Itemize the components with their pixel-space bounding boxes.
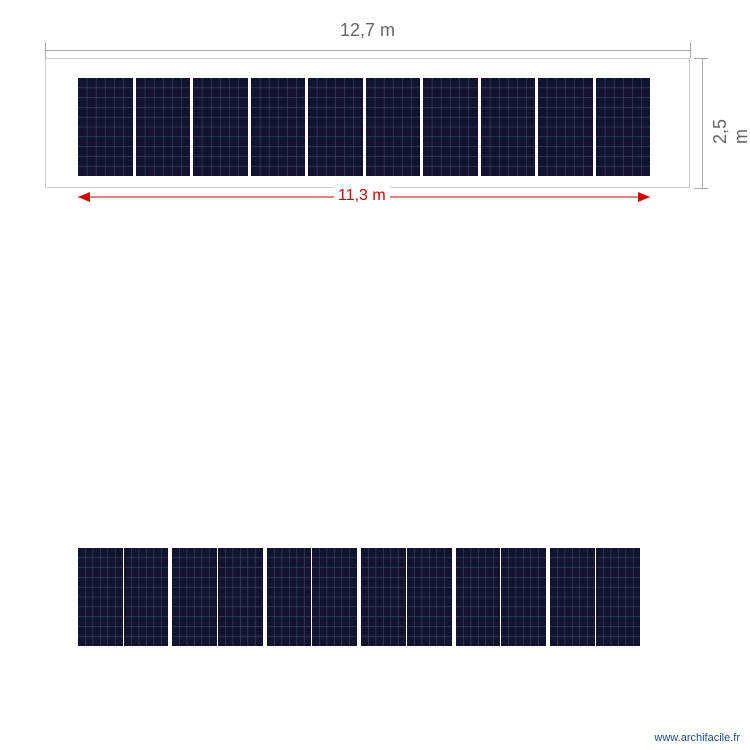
watermark-link[interactable]: www.archifacile.fr bbox=[654, 732, 740, 744]
solar-panel bbox=[78, 78, 133, 176]
solar-panel bbox=[456, 548, 501, 646]
solar-panel bbox=[407, 548, 452, 646]
plan-canvas: 12,7 m 2,5 m 11,3 m www.archifacile.fr bbox=[0, 0, 750, 750]
solar-panel bbox=[361, 548, 406, 646]
solar-panel bbox=[538, 78, 593, 176]
panel-row-2 bbox=[78, 548, 641, 646]
dim-top-tick-right bbox=[690, 42, 691, 58]
solar-panel bbox=[550, 548, 595, 646]
dim-inner-label: 11,3 m bbox=[334, 187, 390, 205]
solar-panel bbox=[78, 548, 123, 646]
solar-panel bbox=[596, 548, 641, 646]
solar-panel bbox=[308, 78, 363, 176]
dim-right-tick-top bbox=[694, 58, 708, 59]
solar-panel bbox=[172, 548, 217, 646]
dim-right-label: 2,5 m bbox=[710, 104, 750, 144]
dim-top-label: 12,7 m bbox=[340, 20, 395, 41]
solar-panel bbox=[218, 548, 263, 646]
dim-top-line bbox=[45, 50, 690, 51]
solar-panel bbox=[312, 548, 357, 646]
dim-right-tick-bottom bbox=[694, 188, 708, 189]
solar-panel bbox=[596, 78, 651, 176]
dim-right-line bbox=[702, 58, 703, 188]
solar-panel bbox=[136, 78, 191, 176]
solar-panel bbox=[124, 548, 169, 646]
solar-panel bbox=[366, 78, 421, 176]
panel-row-1 bbox=[78, 78, 650, 176]
solar-panel bbox=[193, 78, 248, 176]
solar-panel bbox=[251, 78, 306, 176]
solar-panel bbox=[501, 548, 546, 646]
solar-panel bbox=[481, 78, 536, 176]
solar-panel bbox=[267, 548, 312, 646]
solar-panel bbox=[423, 78, 478, 176]
